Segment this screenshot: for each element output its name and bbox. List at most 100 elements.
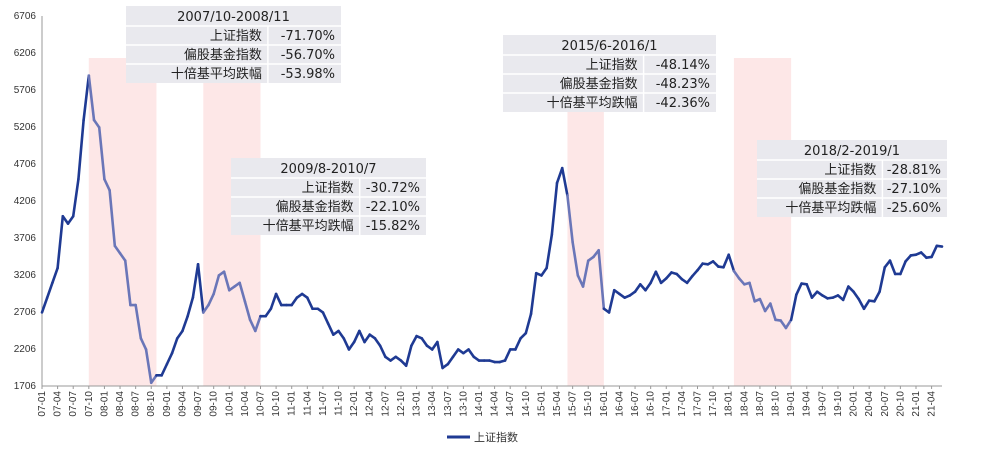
annotation-row-label: 上证指数 bbox=[302, 181, 354, 196]
chart-axes: 1706 2206 2706 3206 3706 4206 4706 5206 5706 6206… bbox=[14, 11, 942, 417]
x-tick-label: 15-04 bbox=[552, 391, 563, 417]
x-tick-label: 09-04 bbox=[177, 391, 188, 417]
series-segment bbox=[274, 292, 283, 307]
x-tick-label: 16-07 bbox=[630, 391, 641, 417]
x-tick-label: 19-07 bbox=[817, 391, 828, 417]
x-tick-label: 07-07 bbox=[68, 391, 79, 417]
series-segment bbox=[269, 292, 278, 311]
x-tick-label: 11-07 bbox=[318, 391, 329, 416]
x-tick-label: 10-07 bbox=[255, 391, 266, 417]
series-segment bbox=[347, 340, 356, 351]
x-tick-label: 16-04 bbox=[614, 391, 625, 417]
series-segment bbox=[644, 281, 652, 292]
series-segment bbox=[654, 270, 663, 285]
series-segment bbox=[66, 214, 75, 225]
x-tick-label: 13-04 bbox=[427, 391, 438, 417]
annotation-row-label: 十倍基平均跌幅 bbox=[171, 66, 262, 82]
x-tick-label: 20-04 bbox=[864, 391, 875, 417]
x-tick-label: 13-07 bbox=[443, 391, 454, 417]
series-segment bbox=[722, 253, 731, 269]
series-segment bbox=[175, 329, 184, 340]
series-segment bbox=[108, 189, 117, 248]
series-segment bbox=[40, 296, 49, 314]
series-segment bbox=[196, 263, 205, 314]
series-segment bbox=[607, 288, 616, 314]
series-segment bbox=[664, 271, 673, 280]
annotation-title: 2018/2-2019/1 bbox=[804, 144, 900, 159]
series-segment bbox=[352, 329, 361, 344]
series-segment bbox=[852, 290, 861, 301]
x-tick-label: 19-01 bbox=[786, 391, 797, 417]
series-segment bbox=[878, 266, 887, 294]
series-segment bbox=[789, 293, 798, 322]
series-segment bbox=[144, 348, 153, 385]
y-tick-label: 1706 bbox=[14, 381, 37, 392]
annotation-row-label: 十倍基平均跌幅 bbox=[263, 218, 354, 234]
series-segment bbox=[696, 262, 704, 272]
series-segment bbox=[503, 348, 512, 362]
series-segment bbox=[545, 233, 554, 270]
series-segment bbox=[514, 337, 522, 351]
series-segment bbox=[253, 314, 262, 333]
annotation-box-3: 2015/6-2016/1 上证指数 -48.14% 偏股基金指数 -48.23% 十倍基… bbox=[503, 35, 716, 112]
series-segment bbox=[935, 244, 944, 248]
annotation-row-value: -42.36% bbox=[656, 96, 710, 111]
x-tick-label: 14-01 bbox=[474, 391, 485, 417]
chart-legend: 上证指数 bbox=[447, 430, 518, 444]
annotation-row-label: 上证指数 bbox=[586, 58, 638, 73]
annotation-box-1: 2007/10-2008/11 上证指数 -71.70% 偏股基金指数 -56.70% 十… bbox=[126, 6, 341, 83]
x-tick-label: 18-04 bbox=[739, 391, 750, 417]
series-segment bbox=[685, 274, 694, 285]
annotation-row-label: 偏股基金指数 bbox=[798, 181, 876, 197]
y-tick-label: 6206 bbox=[14, 48, 37, 59]
series-segment bbox=[92, 118, 101, 129]
series-segment bbox=[529, 271, 538, 316]
y-tick-label: 6706 bbox=[14, 11, 37, 22]
series-segment bbox=[337, 329, 346, 340]
y-tick-label: 4706 bbox=[14, 159, 37, 170]
x-tick-label: 18-01 bbox=[724, 391, 735, 417]
shaded-period-3 bbox=[567, 58, 604, 386]
series-segment bbox=[45, 281, 54, 299]
series-segment bbox=[904, 254, 913, 263]
x-tick-label: 15-01 bbox=[536, 391, 547, 417]
series-segment bbox=[899, 260, 907, 276]
x-tick-label: 15-10 bbox=[583, 391, 594, 417]
series-segment bbox=[77, 118, 85, 181]
series-segment bbox=[71, 177, 80, 218]
series-segment bbox=[769, 302, 777, 322]
annotation-row-label: 偏股基金指数 bbox=[560, 76, 638, 92]
series-segment bbox=[290, 296, 299, 307]
annotation-row-value: -71.70% bbox=[281, 29, 335, 44]
annotation-row-label: 偏股基金指数 bbox=[276, 199, 354, 215]
series-segment bbox=[191, 263, 200, 299]
series-segment bbox=[581, 259, 590, 288]
series-segment bbox=[857, 297, 866, 311]
annotation-row-value: -48.23% bbox=[656, 77, 710, 92]
series-segment bbox=[410, 334, 418, 348]
y-tick-label: 3206 bbox=[14, 270, 37, 281]
series-segment bbox=[363, 333, 372, 344]
series-segment bbox=[118, 251, 127, 262]
series-segment bbox=[97, 126, 106, 181]
series-segment bbox=[160, 362, 169, 377]
series-segment bbox=[862, 299, 871, 311]
x-tick-label: 14-07 bbox=[505, 391, 516, 417]
series-segment bbox=[467, 348, 476, 359]
y-tick-label: 2706 bbox=[14, 307, 37, 318]
series-segment bbox=[540, 266, 548, 277]
series-segment bbox=[420, 337, 429, 348]
series-segment bbox=[264, 307, 273, 318]
series-segment bbox=[165, 351, 174, 366]
y-tick-label: 3706 bbox=[14, 233, 37, 244]
series-segment bbox=[436, 340, 444, 370]
series-segment bbox=[930, 244, 939, 259]
series-segment bbox=[404, 344, 413, 368]
x-tick-label: 17-07 bbox=[692, 391, 703, 417]
series-segment bbox=[321, 311, 330, 325]
series-segment bbox=[113, 244, 122, 255]
series-segment bbox=[378, 344, 387, 359]
series-segment bbox=[805, 283, 814, 299]
annotation-box-2: 2009/8-2010/7 上证指数 -30.72% 偏股基金指数 -22.10% 十倍基… bbox=[231, 158, 426, 235]
